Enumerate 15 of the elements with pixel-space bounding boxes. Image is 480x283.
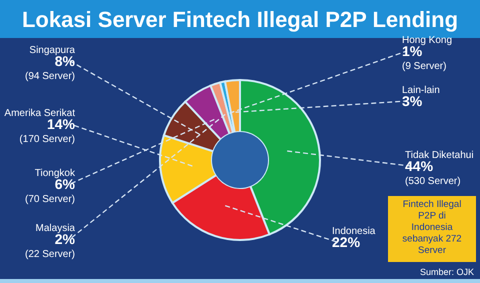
slice-label: Tiongkok [34, 168, 76, 179]
slice-label: Malaysia [36, 223, 76, 234]
slice-label: Hong Kong [402, 35, 452, 46]
data-label: 22% [332, 234, 361, 250]
slice-label: Tidak Diketahui [405, 150, 474, 161]
data-label: 3% [402, 93, 423, 109]
slice-label: Lain-lain [402, 85, 440, 96]
data-label: 44% (530 Server) [405, 158, 461, 187]
chart-title: Lokasi Server Fintech Illegal P2P Lending [22, 7, 458, 32]
slice-label: Amerika Serikat [4, 108, 76, 119]
text: Fintech Illegal P2P di Indonesia sebanyak 272 Server [402, 199, 462, 256]
text: Sumber: OJK [420, 267, 474, 277]
data-label: 14% (170 Server) [19, 116, 76, 145]
slice-label: Indonesia [332, 226, 376, 237]
slice-label: Singapura [29, 45, 76, 56]
